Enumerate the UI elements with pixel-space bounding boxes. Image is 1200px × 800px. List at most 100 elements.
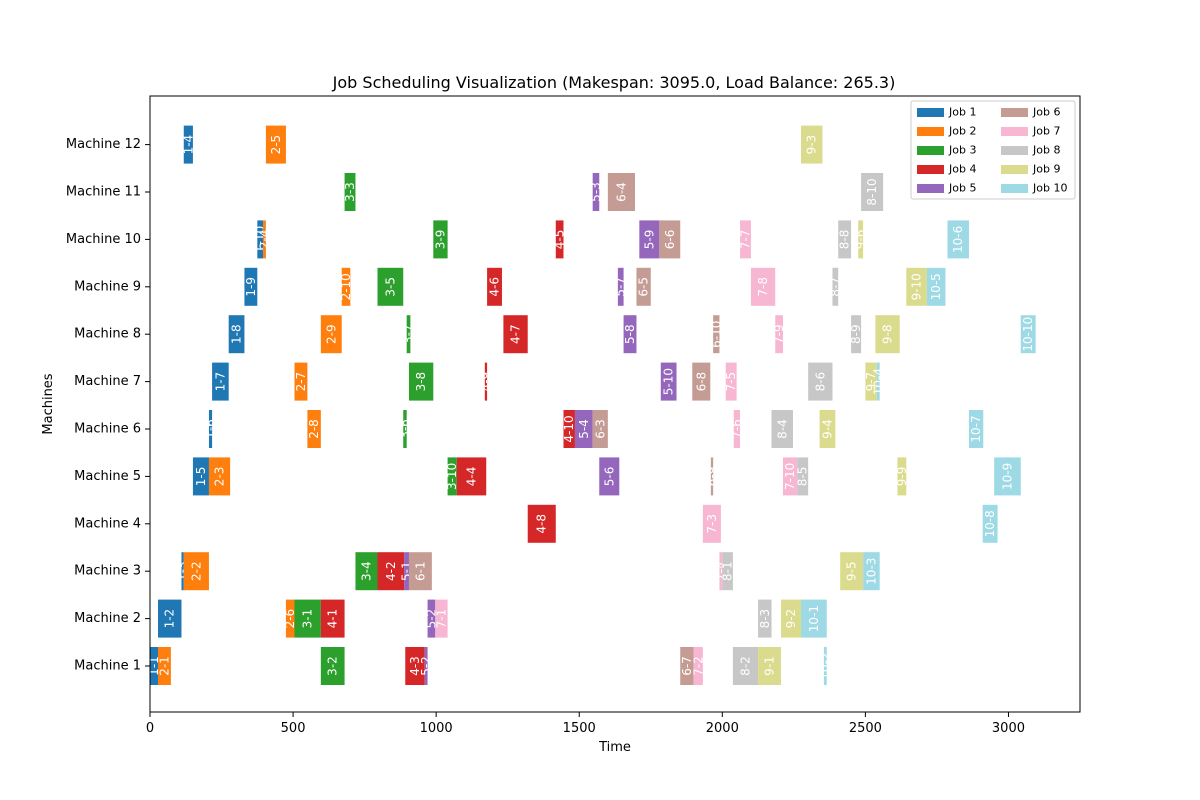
- task-bar: [680, 647, 694, 685]
- legend-swatch: [1001, 108, 1028, 117]
- task-label: 9-10: [910, 273, 924, 300]
- task-block: 6-6: [659, 220, 681, 259]
- task-block: 8-9: [849, 315, 863, 354]
- task-label: 4-2: [384, 561, 398, 581]
- task-block: 3-4: [355, 552, 378, 591]
- task-label: 8-6: [813, 372, 827, 392]
- task-block: 5-7: [614, 267, 628, 306]
- plot-frame: [149, 95, 1081, 713]
- task-label: 5-4: [577, 419, 591, 439]
- task-block: 5-9: [639, 220, 660, 259]
- task-block: 1-6: [204, 410, 218, 448]
- task-block: 10-8: [982, 504, 998, 543]
- task-block: 9-9: [895, 457, 909, 496]
- task-bar: [427, 599, 436, 638]
- task-bar: [320, 315, 342, 354]
- task-label: 2-1: [157, 656, 171, 676]
- task-bar: [344, 173, 356, 211]
- legend-label: Job 7: [1032, 125, 1060, 138]
- task-block: 7-9: [772, 315, 786, 354]
- task-bar: [758, 599, 772, 638]
- task-label: 1-9: [244, 277, 258, 297]
- y-tick-label: Machine 8: [74, 327, 141, 342]
- task-bar: [808, 362, 833, 401]
- task-block: 1-8: [228, 315, 245, 354]
- task-label: 1-4: [181, 135, 195, 155]
- task-label: 5-10: [662, 368, 676, 395]
- task-block: 7-8: [750, 267, 776, 306]
- task-block: 3-2: [320, 647, 345, 685]
- task-bar: [722, 552, 733, 591]
- task-bar: [408, 362, 434, 401]
- task-block: 2-8: [307, 410, 321, 448]
- legend-swatch: [917, 165, 944, 174]
- task-block: 10-4: [871, 362, 885, 401]
- task-bar: [823, 647, 827, 685]
- y-tick-label: Machine 11: [66, 185, 141, 200]
- task-block: 9-7: [864, 362, 878, 401]
- task-label: 9-2: [784, 609, 798, 629]
- task-label: 4-7: [509, 324, 523, 344]
- task-label: 10-7: [969, 415, 983, 442]
- task-block: 1-1: [147, 647, 161, 685]
- y-tick-label: Machine 9: [74, 279, 141, 294]
- task-block: 6-1: [408, 552, 432, 591]
- task-block: 9-6: [854, 220, 868, 259]
- task-block: 4-6: [487, 267, 502, 306]
- task-label: 3-3: [343, 182, 357, 202]
- task-label: 2-9: [324, 324, 338, 344]
- task-block: 2-1: [157, 647, 171, 685]
- task-label: 1-5: [194, 467, 208, 487]
- task-bar: [702, 504, 721, 543]
- task-block: 8-3: [758, 599, 772, 638]
- legend-item: Job 4: [917, 163, 976, 176]
- task-block: 5-3: [589, 173, 603, 211]
- task-bar: [660, 362, 677, 401]
- legend-item: Job 10: [1001, 182, 1067, 195]
- task-block: 4-1: [320, 599, 345, 638]
- task-block: 10-7: [968, 410, 984, 448]
- task-label: 10-3: [864, 558, 878, 585]
- task-label: 3-8: [414, 372, 428, 392]
- y-axis: Machine 1 Machine 2 Machine 3 Machine 4 Mach…: [66, 137, 150, 674]
- task-block: 4-10: [562, 410, 576, 448]
- task-block: 2-5: [265, 125, 286, 164]
- task-block: 7-5: [724, 362, 738, 401]
- task-bar: [797, 457, 809, 496]
- task-bar: [263, 220, 266, 259]
- task-bar: [244, 267, 258, 306]
- task-block: 8-10: [861, 173, 884, 211]
- task-bar: [403, 410, 407, 448]
- task-label: 4-10: [562, 415, 576, 442]
- task-bar: [982, 504, 998, 543]
- y-tick-label: Machine 4: [74, 516, 141, 531]
- task-block: 9-5: [840, 552, 864, 591]
- task-bar: [865, 362, 877, 401]
- legend-box: [910, 100, 1076, 200]
- task-bar: [503, 315, 528, 354]
- task-bar: [851, 315, 862, 354]
- legend-label: Job 3: [948, 144, 976, 157]
- task-bar: [208, 457, 231, 496]
- task-bar: [435, 599, 448, 638]
- legend-label: Job 10: [1032, 182, 1067, 195]
- x-axis-label: Time: [598, 740, 631, 755]
- task-block: 3-9: [433, 220, 448, 259]
- legend-label: Job 1: [948, 106, 976, 119]
- task-label: 7-1: [434, 609, 448, 629]
- task-block: 2-4: [257, 220, 271, 259]
- task-block: 9-3: [801, 125, 823, 164]
- task-bar: [158, 599, 182, 638]
- task-label: 10-2: [818, 652, 832, 679]
- task-bar: [750, 267, 776, 306]
- task-bar: [838, 220, 852, 259]
- task-block: 6-3: [592, 410, 608, 448]
- task-bar: [897, 457, 907, 496]
- task-label: 9-8: [881, 324, 895, 344]
- task-block: 8-6: [808, 362, 833, 401]
- task-bar: [732, 647, 759, 685]
- task-bar: [607, 173, 636, 211]
- legend-label: Job 4: [948, 163, 976, 176]
- task-block: 3-8: [408, 362, 434, 401]
- task-bar: [623, 315, 637, 354]
